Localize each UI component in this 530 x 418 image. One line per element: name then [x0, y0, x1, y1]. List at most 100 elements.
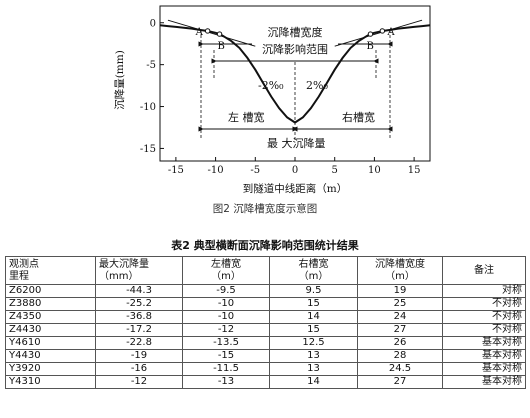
influence-range-label: 沉降影响范围	[262, 42, 328, 56]
header-observation-point: 观测点 里程	[5, 256, 96, 285]
table-row: Z6200 -44.3 -9.5 9.5 19 对称	[5, 284, 526, 298]
settlement-trough-diagram: 沉降槽宽度 沉降影响范围 -2%₀ 2%₀ 左 槽宽 右槽宽 最 大沉降量 -1…	[113, 5, 431, 195]
table-row: Z4430 -17.2 -12 15 27 不对称	[5, 323, 526, 337]
table-row: Y4430 -19 -15 13 28 基本对称	[5, 349, 526, 363]
slope-line	[167, 19, 256, 47]
cell-trough-width: 24	[357, 310, 443, 324]
cell-remark: 基本对称	[442, 336, 526, 350]
table-body: Z6200 -44.3 -9.5 9.5 19 对称 Z3880 -25.2 -10 15 25 不…	[5, 284, 526, 389]
cell-station: Y4610	[5, 336, 96, 350]
marker-point	[216, 31, 223, 37]
cell-remark: 对称	[442, 284, 526, 298]
cell-station: Z6200	[5, 284, 96, 298]
trough-width-label: 沉降槽宽度	[268, 25, 323, 39]
tick-layer: -15 -10 -5 0 5 10 15 0 -5 -10 -15	[140, 18, 421, 176]
cell-left-width: -13.5	[182, 336, 270, 350]
y-tick-label: -10	[140, 102, 156, 113]
cell-max-settlement: -12	[95, 375, 183, 389]
marker-point	[379, 28, 386, 34]
table-row: Y4610 -22.8 -13.5 12.5 26 基本对称	[5, 336, 526, 350]
left-width-label: 左 槽宽	[228, 110, 265, 124]
table-title: 表2 典型横断面沉降影响范围统计结果	[171, 239, 359, 252]
cell-trough-width: 25	[357, 297, 443, 311]
y-tick-label: -15	[140, 144, 156, 155]
cell-trough-width: 27	[357, 323, 443, 337]
marker-point	[204, 28, 211, 34]
cell-trough-width: 26	[357, 336, 443, 350]
y-axis-label: 沉降量(mm)	[113, 50, 126, 110]
marker-label: B	[218, 41, 225, 52]
right-width-label: 右槽宽	[342, 110, 375, 124]
cell-right-width: 9.5	[269, 284, 358, 298]
cell-station: Y3920	[5, 362, 96, 376]
table-row: Z3880 -25.2 -10 15 25 不对称	[5, 297, 526, 311]
marker-label: B	[366, 41, 373, 52]
header-left-width: 左槽宽 （m）	[182, 256, 270, 285]
cell-station: Y4310	[5, 375, 96, 389]
cell-right-width: 12.5	[269, 336, 358, 350]
cell-right-width: 13	[269, 362, 358, 376]
cell-left-width: -12	[182, 323, 270, 337]
table-row: Y4310 -12 -13 14 27 基本对称	[5, 375, 526, 389]
marker-label: A	[195, 27, 204, 38]
cell-remark: 不对称	[442, 297, 526, 311]
cell-max-settlement: -22.8	[95, 336, 183, 350]
cell-trough-width: 27	[357, 375, 443, 389]
slope-line	[334, 19, 423, 47]
x-tick-label: -15	[168, 165, 184, 176]
cell-right-width: 15	[269, 323, 358, 337]
figure-caption: 图2 沉降槽宽度示意图	[212, 203, 318, 215]
table-header-row: 观测点 里程 最大沉降量 （mm） 左槽宽 （m） 右槽宽 （m） 沉降槽宽度 （m） 备…	[5, 256, 526, 285]
x-tick-label: 0	[292, 165, 298, 176]
cell-max-settlement: -36.8	[95, 310, 183, 324]
x-tick-label: -5	[250, 165, 260, 176]
y-tick-label: 0	[150, 18, 156, 29]
cell-right-width: 14	[269, 375, 358, 389]
x-axis-label: 到隧道中线距离（m）	[243, 182, 347, 195]
x-tick-label: 5	[332, 165, 338, 176]
cell-right-width: 15	[269, 297, 358, 311]
cell-left-width: -9.5	[182, 284, 270, 298]
cell-left-width: -15	[182, 349, 270, 363]
table-row: Z4350 -36.8 -10 14 24 不对称	[5, 310, 526, 324]
cell-station: Z3880	[5, 297, 96, 311]
marker-layer: A B A B	[195, 27, 396, 52]
cell-remark: 基本对称	[442, 362, 526, 376]
cell-left-width: -13	[182, 375, 270, 389]
x-tick-label: 15	[408, 165, 421, 176]
header-remarks: 备注	[442, 256, 526, 285]
cell-remark: 基本对称	[442, 349, 526, 363]
marker-label: A	[386, 27, 395, 38]
max-settlement-label: 最 大沉降量	[267, 136, 326, 150]
header-trough-width: 沉降槽宽度 （m）	[357, 256, 443, 285]
marker-point	[367, 31, 374, 37]
cell-station: Z4430	[5, 323, 96, 337]
header-max-settlement: 最大沉降量 （mm）	[95, 256, 183, 285]
cell-right-width: 13	[269, 349, 358, 363]
cell-remark: 不对称	[442, 323, 526, 337]
cell-trough-width: 19	[357, 284, 443, 298]
left-slope-label: -2%₀	[258, 79, 284, 92]
x-tick-label: -10	[208, 165, 224, 176]
cell-max-settlement: -17.2	[95, 323, 183, 337]
cell-trough-width: 28	[357, 349, 443, 363]
cell-left-width: -10	[182, 297, 270, 311]
trough-width-label-bg	[250, 25, 340, 39]
cell-max-settlement: -19	[95, 349, 183, 363]
influence-range-label-bg	[252, 42, 338, 56]
cell-station: Z4350	[5, 310, 96, 324]
cell-right-width: 14	[269, 310, 358, 324]
x-tick-label: 10	[368, 165, 381, 176]
table-row: Y3920 -16 -11.5 13 24.5 基本对称	[5, 362, 526, 376]
cell-remark: 基本对称	[442, 375, 526, 389]
settlement-statistics-table: 观测点 里程 最大沉降量 （mm） 左槽宽 （m） 右槽宽 （m） 沉降槽宽度 （m） 备…	[5, 256, 526, 389]
cell-left-width: -10	[182, 310, 270, 324]
cell-left-width: -11.5	[182, 362, 270, 376]
cell-max-settlement: -16	[95, 362, 183, 376]
cell-max-settlement: -44.3	[95, 284, 183, 298]
cell-max-settlement: -25.2	[95, 297, 183, 311]
cell-trough-width: 24.5	[357, 362, 443, 376]
cell-remark: 不对称	[442, 310, 526, 324]
header-right-width: 右槽宽 （m）	[269, 256, 358, 285]
